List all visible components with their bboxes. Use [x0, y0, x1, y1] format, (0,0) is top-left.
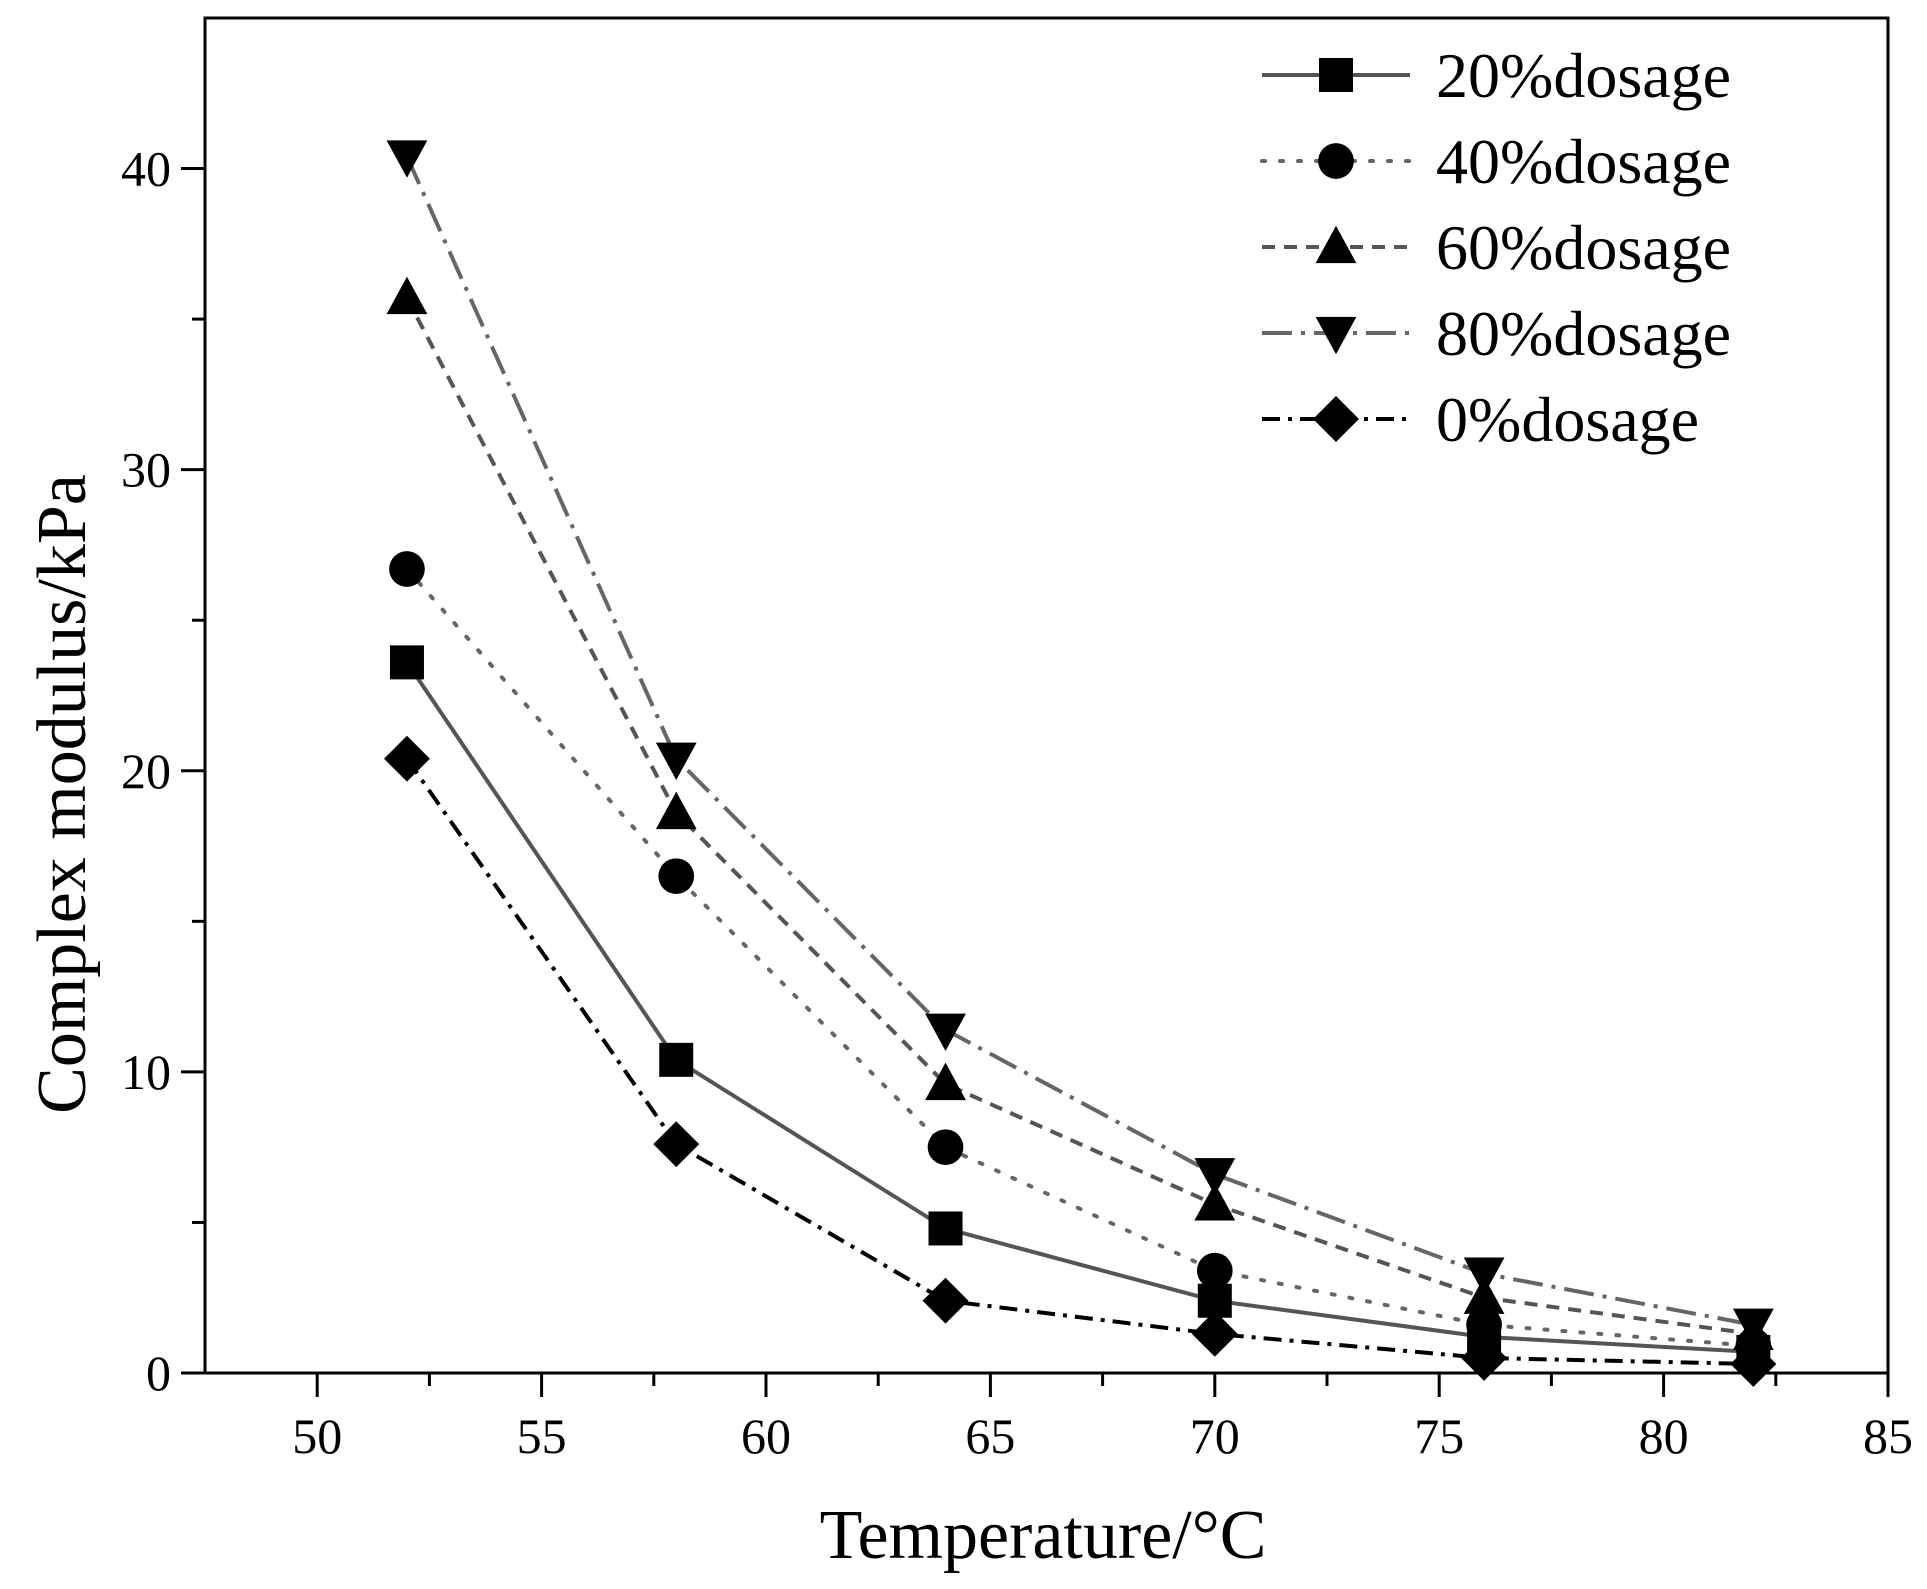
x-tick-label: 55 [517, 1408, 567, 1464]
legend-item: 40%dosage [1260, 126, 1731, 197]
y-tick-label: 0 [146, 1345, 171, 1401]
data-point [1194, 1158, 1236, 1196]
data-point [922, 1277, 969, 1324]
legend-marker [1318, 143, 1354, 179]
data-point [925, 1062, 966, 1101]
y-tick-label: 40 [121, 141, 171, 197]
series-0-percent-dosage [384, 735, 1777, 1387]
x-tick-label: 80 [1639, 1408, 1689, 1464]
data-point [1463, 1276, 1505, 1314]
data-point [1463, 1257, 1505, 1295]
x-tick-label: 75 [1414, 1408, 1464, 1464]
data-point [1466, 1306, 1502, 1343]
data-point [386, 140, 428, 178]
data-point [925, 1013, 966, 1051]
legend-marker [1315, 225, 1357, 264]
axes-layer: 50 55 60 65 70 75 80 85 0 10 20 30 40 [121, 16, 1913, 1464]
data-point [927, 1129, 964, 1166]
legend-item: 20%dosage [1262, 40, 1731, 111]
x-tick-label: 65 [965, 1408, 1015, 1464]
x-tick-label: 70 [1190, 1408, 1240, 1464]
legend-label: 40%dosage [1436, 126, 1731, 197]
y-axis-title: Complex modulus/kPa [24, 474, 101, 1114]
series-line [404, 567, 1756, 1348]
series-line [405, 757, 1754, 1366]
legend-label: 60%dosage [1436, 212, 1731, 283]
series-line [405, 155, 1754, 1327]
legend: 20%dosage 40%dosage 60%dosage 80%dosage 0%do… [1260, 40, 1731, 455]
data-point [1461, 1334, 1508, 1381]
data-point [1194, 1183, 1236, 1221]
data-point [928, 1211, 963, 1246]
data-point [653, 1121, 700, 1168]
legend-marker [1315, 316, 1357, 355]
legend-marker [1319, 58, 1353, 92]
legend-label: 80%dosage [1436, 298, 1731, 369]
x-tick-label: 60 [741, 1408, 791, 1464]
data-point [658, 858, 695, 895]
y-tick-label: 10 [121, 1044, 171, 1100]
y-tick-label: 30 [121, 442, 171, 498]
data-point [389, 551, 425, 587]
series-line [405, 661, 1754, 1354]
series-layer [384, 140, 1777, 1387]
x-tick-label: 50 [292, 1408, 342, 1464]
legend-item: 80%dosage [1262, 298, 1731, 369]
data-point [384, 735, 430, 782]
plot-frame [203, 16, 1890, 1375]
data-point [1730, 1341, 1777, 1387]
y-tick-label: 20 [121, 743, 171, 799]
legend-item: 60%dosage [1262, 212, 1731, 283]
legend-label: 0%dosage [1436, 384, 1699, 455]
data-point [386, 276, 428, 315]
series-40-percent-dosage [389, 551, 1772, 1364]
data-point [1191, 1310, 1238, 1357]
data-point [655, 742, 697, 780]
legend-marker [1313, 396, 1359, 442]
x-tick-label: 85 [1863, 1408, 1913, 1464]
data-point [659, 1042, 694, 1077]
series-80-percent-dosage [386, 140, 1774, 1347]
series-line [405, 297, 1754, 1336]
series-20-percent-dosage [389, 645, 1771, 1369]
legend-item: 0%dosage [1262, 384, 1699, 455]
legend-label: 20%dosage [1436, 40, 1731, 111]
data-point [389, 645, 424, 680]
data-point [1196, 1252, 1233, 1289]
data-point [1732, 1308, 1774, 1347]
data-point [655, 791, 697, 830]
x-axis-title: Temperature/°C [820, 1497, 1267, 1574]
